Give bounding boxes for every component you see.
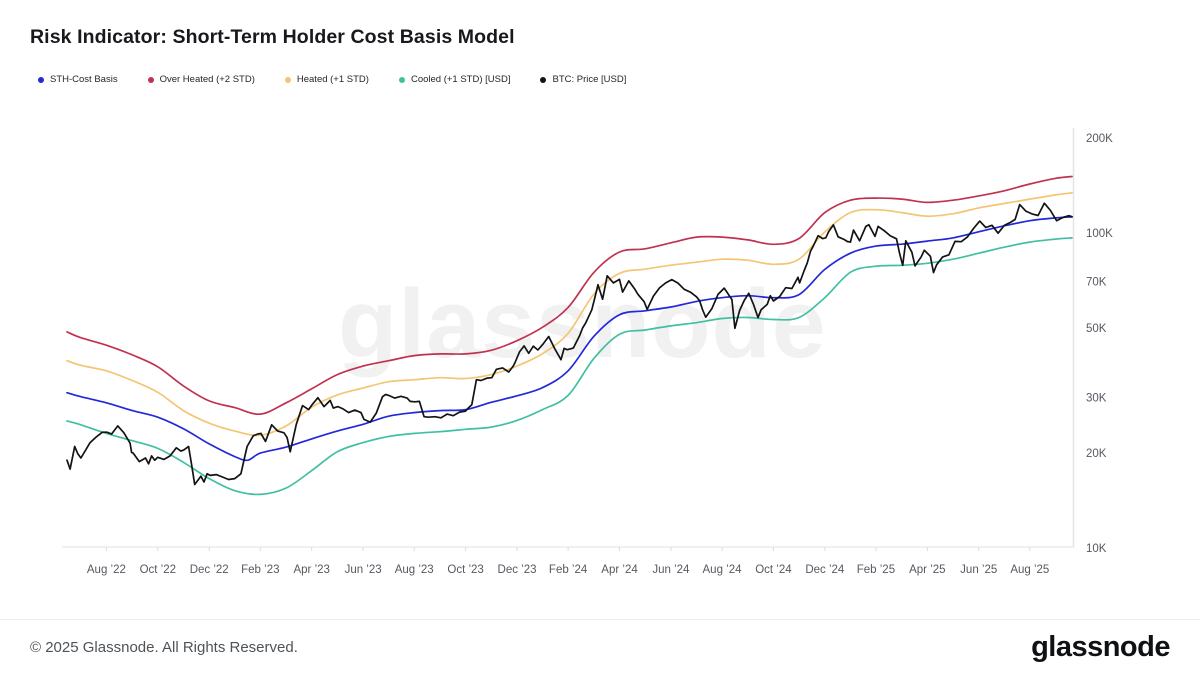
- series-line-btc-price-usd[interactable]: [66, 202, 1073, 486]
- copyright-text: © 2025 Glassnode. All Rights Reserved.: [30, 639, 298, 656]
- x-axis-tick-label: Feb ’24: [549, 564, 588, 576]
- y-axis-tick-label: 20K: [1086, 448, 1107, 460]
- x-axis-tick-label: Jun ’23: [345, 564, 382, 576]
- legend-item-cooled-1-std-usd[interactable]: Cooled (+1 STD) [USD]: [398, 74, 511, 85]
- legend-item-sth-cost-basis[interactable]: STH-Cost Basis: [38, 74, 118, 85]
- legend-item-btc-price-usd[interactable]: BTC: Price [USD]: [540, 74, 626, 85]
- y-axis-tick-label: 200K: [1086, 133, 1113, 145]
- chart-legend: STH-Cost Basis Over Heated (+2 STD) Heated…: [38, 74, 626, 85]
- x-axis-tick-label: Feb ’25: [857, 564, 895, 576]
- x-axis-tick-label: Apr ’24: [601, 564, 638, 576]
- x-axis-tick-label: Jun ’24: [652, 564, 690, 576]
- x-axis-tick-label: Oct ’24: [755, 564, 792, 576]
- x-axis-tick-label: Dec ’24: [805, 564, 845, 576]
- x-axis-tick-label: Aug ’25: [1010, 564, 1049, 576]
- y-axis-tick-label: 70K: [1086, 277, 1107, 289]
- legend-dot-icon: [398, 76, 405, 83]
- y-axis-tick-label: 50K: [1086, 323, 1107, 335]
- legend-item-label: Over Heated (+2 STD): [159, 74, 255, 85]
- legend-item-label: Cooled (+1 STD) [USD]: [410, 74, 511, 85]
- y-axis-tick-label: 10K: [1086, 543, 1107, 555]
- legend-item-over-heated-2-std[interactable]: Over Heated (+2 STD): [147, 74, 255, 85]
- chart-area[interactable]: 200K 100K 70K 50K 30K 20K 10K Aug ’22 Oct ’22 Dec…: [0, 0, 1200, 618]
- legend-dot-icon: [147, 76, 154, 83]
- series-line-cooled-1-std-usd[interactable]: [66, 237, 1073, 496]
- x-axis-tick-label: Aug ’24: [703, 564, 743, 576]
- x-axis-tick-label: Oct ’23: [447, 564, 483, 576]
- x-axis-tick-label: Oct ’22: [140, 564, 176, 576]
- legend-item-label: Heated (+1 STD): [296, 74, 369, 85]
- x-axis-tick-label: Jun ’25: [960, 564, 997, 576]
- series-line-over-heated-2-std[interactable]: [66, 175, 1073, 415]
- legend-dot-icon: [284, 76, 291, 83]
- page-title: Risk Indicator: Short-Term Holder Cost B…: [30, 26, 515, 48]
- series-line-sth-cost-basis[interactable]: [66, 216, 1073, 462]
- x-axis-tick-label: Dec ’23: [498, 564, 537, 576]
- legend-item-label: BTC: Price [USD]: [552, 74, 627, 85]
- x-axis-tick-label: Aug ’23: [395, 564, 434, 576]
- legend-dot-icon: [38, 76, 44, 83]
- legend-item-heated-1-std[interactable]: Heated (+1 STD): [284, 74, 369, 85]
- legend-dot-icon: [540, 76, 547, 83]
- x-axis-tick-label: Apr ’25: [909, 564, 945, 576]
- x-axis-tick-label: Feb ’23: [241, 564, 279, 576]
- series-line-heated-1-std[interactable]: [66, 191, 1073, 437]
- y-axis-tick-label: 30K: [1086, 393, 1107, 405]
- glassnode-logo: glassnode: [1031, 631, 1170, 663]
- x-axis-tick-label: Aug ’22: [87, 564, 126, 576]
- legend-item-label: STH-Cost Basis: [50, 74, 118, 85]
- price-chart-canvas[interactable]: 200K 100K 70K 50K 30K 20K 10K Aug ’22 Oct ’22 Dec…: [0, 0, 1200, 618]
- y-axis-tick-label: 100K: [1086, 228, 1113, 240]
- x-axis-tick-label: Apr ’23: [293, 564, 329, 576]
- x-axis-tick-label: Dec ’22: [190, 564, 229, 576]
- footer: © 2025 Glassnode. All Rights Reserved. g…: [0, 619, 1200, 675]
